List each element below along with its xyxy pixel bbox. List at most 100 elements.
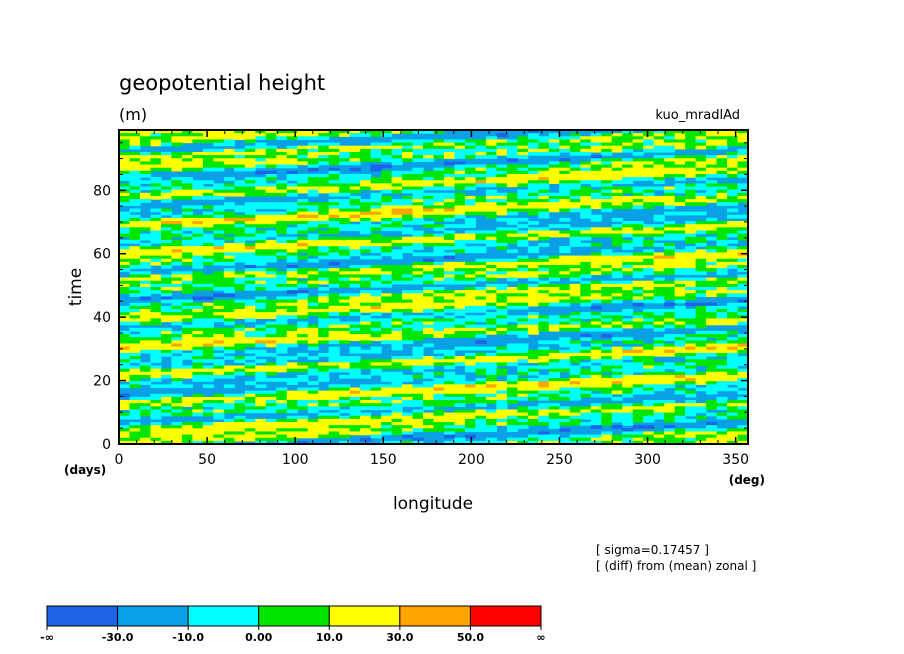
heatmap-cell — [307, 343, 319, 348]
heatmap-cell — [674, 390, 686, 395]
heatmap-cell — [139, 277, 152, 282]
heatmap-cell — [517, 136, 529, 141]
heatmap-cell — [664, 199, 676, 203]
heatmap-cell — [737, 221, 749, 225]
heatmap-cell — [454, 422, 466, 426]
heatmap-cell — [360, 283, 372, 288]
heatmap-cell — [496, 151, 508, 156]
heatmap-cell — [475, 177, 487, 181]
heatmap-cell — [234, 183, 246, 188]
heatmap-cell — [370, 324, 382, 329]
heatmap-cell — [611, 406, 623, 411]
heatmap-cell — [297, 158, 309, 162]
heatmap-cell — [653, 384, 665, 389]
heatmap-cell — [601, 271, 613, 276]
heatmap-cell — [674, 177, 686, 181]
heatmap-cell — [506, 315, 518, 319]
heatmap-cell — [716, 437, 728, 442]
heatmap-cell — [139, 287, 152, 291]
heatmap-cell — [171, 224, 183, 228]
heatmap-cell — [653, 327, 665, 332]
heatmap-cell — [370, 155, 382, 159]
heatmap-cell — [181, 271, 193, 276]
heatmap-cell — [716, 305, 728, 310]
y-axis-unit: (days) — [64, 463, 106, 477]
heatmap-cell — [632, 202, 644, 206]
heatmap-cell — [234, 283, 246, 288]
heatmap-cell — [139, 431, 152, 436]
heatmap-cell — [381, 189, 393, 194]
heatmap-cell — [716, 340, 728, 345]
heatmap-cell — [423, 205, 435, 210]
heatmap-cell — [139, 406, 152, 411]
heatmap-cell — [485, 183, 497, 188]
heatmap-cell — [464, 142, 477, 147]
heatmap-cell — [590, 305, 602, 310]
heatmap-cell — [716, 343, 728, 348]
heatmap-cell — [506, 217, 518, 222]
heatmap-cell — [192, 406, 204, 411]
heatmap-cell — [402, 378, 414, 382]
heatmap-cell — [464, 261, 477, 266]
heatmap-cell — [286, 274, 298, 279]
heatmap-cell — [527, 418, 539, 423]
heatmap-cell — [475, 167, 487, 172]
heatmap-cell — [244, 202, 256, 206]
heatmap-cell — [234, 151, 246, 156]
heatmap-cell — [181, 412, 193, 417]
heatmap-cell — [297, 290, 309, 294]
heatmap-cell — [664, 431, 676, 436]
heatmap-cell — [464, 412, 477, 417]
heatmap-cell — [412, 145, 424, 150]
heatmap-cell — [328, 271, 340, 276]
heatmap-cell — [527, 139, 539, 144]
heatmap-cell — [181, 249, 193, 254]
heatmap-cell — [129, 378, 141, 382]
heatmap-cell — [443, 374, 456, 379]
heatmap-cell — [255, 252, 267, 257]
heatmap-cell — [433, 321, 445, 326]
heatmap-cell — [339, 431, 351, 436]
heatmap-cell — [538, 403, 550, 407]
heatmap-cell — [234, 371, 246, 376]
heatmap-cell — [234, 434, 246, 439]
heatmap-cell — [454, 280, 466, 285]
heatmap-cell — [297, 400, 309, 404]
heatmap-cell — [234, 161, 246, 166]
heatmap-cell — [559, 139, 571, 144]
heatmap-cell — [360, 202, 372, 206]
heatmap-cell — [213, 305, 225, 310]
heatmap-cell — [255, 296, 267, 301]
heatmap-cell — [129, 274, 141, 279]
heatmap-cell — [370, 265, 382, 269]
heatmap-cell — [506, 428, 518, 433]
heatmap-cell — [297, 296, 309, 301]
heatmap-cell — [527, 378, 539, 382]
heatmap-row — [119, 403, 749, 407]
heatmap-cell — [412, 243, 424, 247]
heatmap-cell — [192, 227, 204, 232]
heatmap-cell — [548, 406, 560, 411]
heatmap-cell — [643, 299, 655, 304]
heatmap-cell — [496, 400, 508, 404]
heatmap-cell — [559, 384, 571, 389]
heatmap-cell — [171, 374, 183, 379]
heatmap-cell — [580, 312, 592, 316]
heatmap-cell — [664, 130, 676, 134]
heatmap-cell — [265, 302, 277, 307]
heatmap-row — [119, 265, 749, 269]
heatmap-cell — [244, 390, 256, 395]
heatmap-cell — [653, 230, 665, 235]
heatmap-cell — [360, 243, 372, 247]
heatmap-cell — [433, 199, 445, 203]
heatmap-cell — [664, 161, 676, 166]
heatmap-cell — [695, 211, 707, 216]
heatmap-cell — [727, 283, 739, 288]
heatmap-cell — [590, 393, 602, 398]
heatmap-cell — [255, 343, 267, 348]
heatmap-cell — [223, 334, 235, 338]
heatmap-cell — [150, 151, 162, 156]
heatmap-cell — [632, 299, 644, 304]
heatmap-cell — [716, 252, 728, 257]
heatmap-cell — [318, 230, 330, 235]
